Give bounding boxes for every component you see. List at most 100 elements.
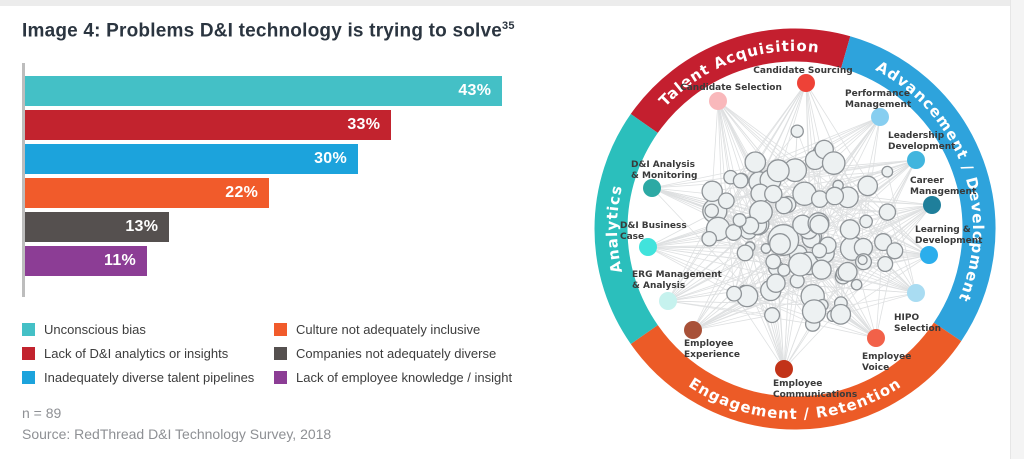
bar-value-label: 33% <box>347 116 381 134</box>
cluster-bubble <box>701 230 718 247</box>
network-node-performance-management <box>871 108 889 126</box>
network-node-label-erg-management-analysis: ERG Management & Analysis <box>632 270 723 291</box>
legend-item-4: Companies not adequately diverse <box>274 346 552 361</box>
network-node-employee-voice <box>867 329 885 347</box>
cluster-bubble <box>811 242 828 259</box>
cluster-bubble <box>736 244 754 262</box>
cluster-bubble <box>881 165 894 178</box>
bar-value-label: 30% <box>314 150 347 168</box>
network-node-label-candidate-sourcing: Candidate Sourcing <box>753 66 852 76</box>
network-edge <box>741 179 785 370</box>
network-node-candidate-sourcing <box>797 74 815 92</box>
network-edge <box>812 323 877 339</box>
network-edge <box>808 116 881 230</box>
network-node-label-employee-communications: Employee Communications <box>773 379 857 400</box>
network-edge <box>667 300 813 325</box>
cluster-bubble <box>764 184 783 204</box>
legend-item-5: Lack of employee knowledge / insight <box>274 370 552 385</box>
cluster-bubble <box>725 224 743 241</box>
bar-row-0: 43% <box>25 76 530 107</box>
network-edge <box>667 300 773 316</box>
cluster-bubbles <box>701 124 904 332</box>
cluster-bubble <box>809 214 830 235</box>
page-right-edge <box>1010 0 1024 459</box>
legend-label: Culture not adequately inclusive <box>296 321 481 337</box>
network-edge <box>783 197 849 370</box>
cluster-bubble <box>830 303 852 325</box>
legend-item-0: Unconscious bias <box>22 322 274 337</box>
legend-label: Inadequately diverse talent pipelines <box>44 369 255 385</box>
network-node-label-dni-business-case: D&I Business Case <box>620 221 687 242</box>
cluster-bubble <box>821 151 846 175</box>
network-node-candidate-selection <box>709 92 727 110</box>
network-node-label-leadership-development: Leadership Development <box>888 131 956 152</box>
ring-label-analytics: Analytics <box>603 183 626 275</box>
cluster-bubble <box>810 190 829 208</box>
network-node-career-management <box>923 196 941 214</box>
network-node-label-dni-analysis-monitoring: D&I Analysis & Monitoring <box>631 160 697 181</box>
network-node-label-career-management: Career Management <box>910 176 977 197</box>
cluster-bubble <box>850 278 863 291</box>
bar-chart: 43% 33% 30% 22% 13% 11% <box>22 63 530 298</box>
legend-swatch <box>22 322 35 336</box>
cluster-bubble <box>744 151 767 174</box>
network-edge <box>886 171 917 294</box>
network-edge <box>692 314 773 331</box>
network-edge <box>651 187 809 230</box>
cluster-bubble <box>732 213 747 228</box>
network-edge <box>842 276 877 339</box>
network-node-employee-experience <box>684 321 702 339</box>
network-node-dni-business-case <box>639 238 657 256</box>
chart-legend: Unconscious bias Lack of D&I analytics or… <box>22 317 552 389</box>
bar-0: 43% <box>25 76 503 107</box>
network-edge <box>711 100 719 192</box>
cluster-bubble <box>788 252 813 277</box>
network-node-label-learning-development: Learning & Development <box>915 225 983 246</box>
bar-5: 11% <box>25 246 148 277</box>
legend-swatch <box>274 370 287 384</box>
legend-label: Lack of employee knowledge / insight <box>296 369 513 385</box>
bar-row-2: 30% <box>25 144 530 175</box>
cluster-bubble <box>886 242 904 260</box>
bar-chart-panel: Image 4: Problems D&I technology is tryi… <box>22 20 552 445</box>
sample-size-note: n = 89 <box>22 405 62 422</box>
network-edge <box>717 100 796 171</box>
cluster-bubble <box>766 159 790 183</box>
network-edge <box>865 116 881 222</box>
ring-segment-analytics <box>594 114 658 344</box>
bar-value-label: 43% <box>458 82 492 100</box>
network-edge <box>741 116 881 181</box>
cluster-bubble <box>878 203 897 221</box>
cluster-bubble <box>859 214 873 229</box>
network-edge <box>651 187 820 225</box>
cluster-bubble <box>857 175 879 197</box>
network-node-label-employee-voice: Employee Voice <box>862 352 911 373</box>
bar-value-label: 13% <box>125 218 159 236</box>
network-edge <box>711 82 807 212</box>
network-node-hipo-selection <box>907 284 925 302</box>
network-edge <box>647 243 780 248</box>
network-edge <box>819 198 930 256</box>
network-edge <box>647 246 813 325</box>
network-node-erg-management-analysis <box>659 292 677 310</box>
bar-3: 22% <box>25 178 270 209</box>
legend-label: Lack of D&I analytics or insights <box>44 345 229 361</box>
bar-row-1: 33% <box>25 110 530 141</box>
network-edge <box>804 159 917 195</box>
bar-1: 33% <box>25 110 392 141</box>
cluster-bubble <box>764 307 781 324</box>
ring-segment-talent-acquisition <box>630 28 851 134</box>
network-edge <box>692 284 857 331</box>
cluster-bubble <box>765 253 782 270</box>
cluster-bubble <box>857 254 868 266</box>
legend-swatch <box>22 346 35 360</box>
network-edge <box>819 204 933 225</box>
network-edge <box>717 100 732 178</box>
bar-value-label: 22% <box>225 184 259 202</box>
network-ring <box>594 28 996 430</box>
cluster-bubble <box>769 233 791 255</box>
network-node-label-employee-experience: Employee Experience <box>684 339 740 360</box>
cluster-bubble <box>717 192 735 210</box>
network-node-dni-analysis-monitoring <box>643 179 661 197</box>
